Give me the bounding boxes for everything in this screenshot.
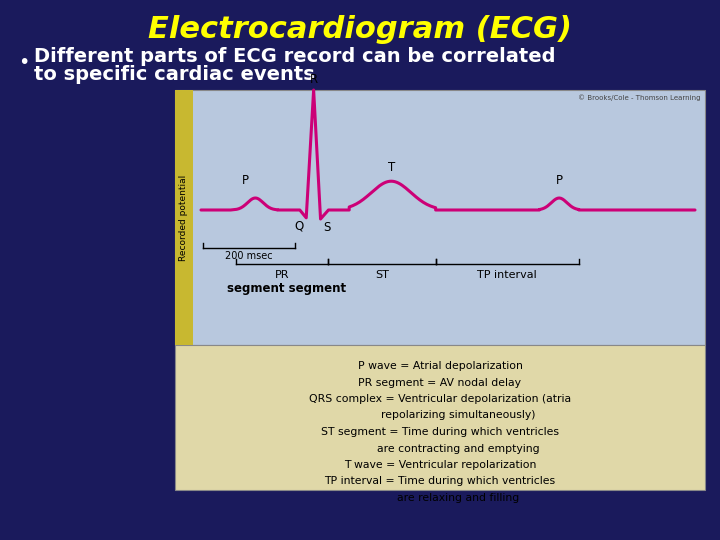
Text: TP interval = Time during which ventricles: TP interval = Time during which ventricl…: [325, 476, 556, 487]
Text: TP interval: TP interval: [477, 270, 537, 280]
Bar: [175, 90, 193, 345]
Text: are contracting and emptying: are contracting and emptying: [377, 443, 539, 454]
Text: Recorded potential: Recorded potential: [179, 174, 189, 261]
Bar: [175, 90, 705, 345]
Text: P wave = Atrial depolarization: P wave = Atrial depolarization: [358, 361, 523, 371]
Text: T: T: [387, 161, 395, 174]
Text: R: R: [310, 73, 318, 86]
Text: repolarizing simultaneously): repolarizing simultaneously): [381, 410, 535, 421]
Text: ST: ST: [375, 270, 389, 280]
Text: QRS complex = Ventricular depolarization (atria: QRS complex = Ventricular depolarization…: [309, 394, 571, 404]
Text: T wave = Ventricular repolarization: T wave = Ventricular repolarization: [344, 460, 536, 470]
Text: Q: Q: [294, 220, 303, 233]
Bar: [175, 345, 705, 490]
Text: are relaxing and filling: are relaxing and filling: [397, 493, 519, 503]
Text: ST segment = Time during which ventricles: ST segment = Time during which ventricle…: [321, 427, 559, 437]
Text: P: P: [556, 174, 562, 187]
Text: PR segment = AV nodal delay: PR segment = AV nodal delay: [359, 377, 521, 388]
Text: © Brooks/Cole - Thomson Learning: © Brooks/Cole - Thomson Learning: [578, 94, 701, 100]
Text: Electrocardiogram (ECG): Electrocardiogram (ECG): [148, 16, 572, 44]
Text: segment segment: segment segment: [228, 282, 346, 295]
Text: PR: PR: [275, 270, 289, 280]
Text: S: S: [323, 221, 331, 234]
Text: Different parts of ECG record can be correlated: Different parts of ECG record can be cor…: [34, 48, 556, 66]
Text: •: •: [18, 52, 30, 71]
Text: 200 msec: 200 msec: [225, 251, 273, 261]
Text: to specific cardiac events: to specific cardiac events: [34, 64, 315, 84]
Text: P: P: [242, 174, 249, 187]
